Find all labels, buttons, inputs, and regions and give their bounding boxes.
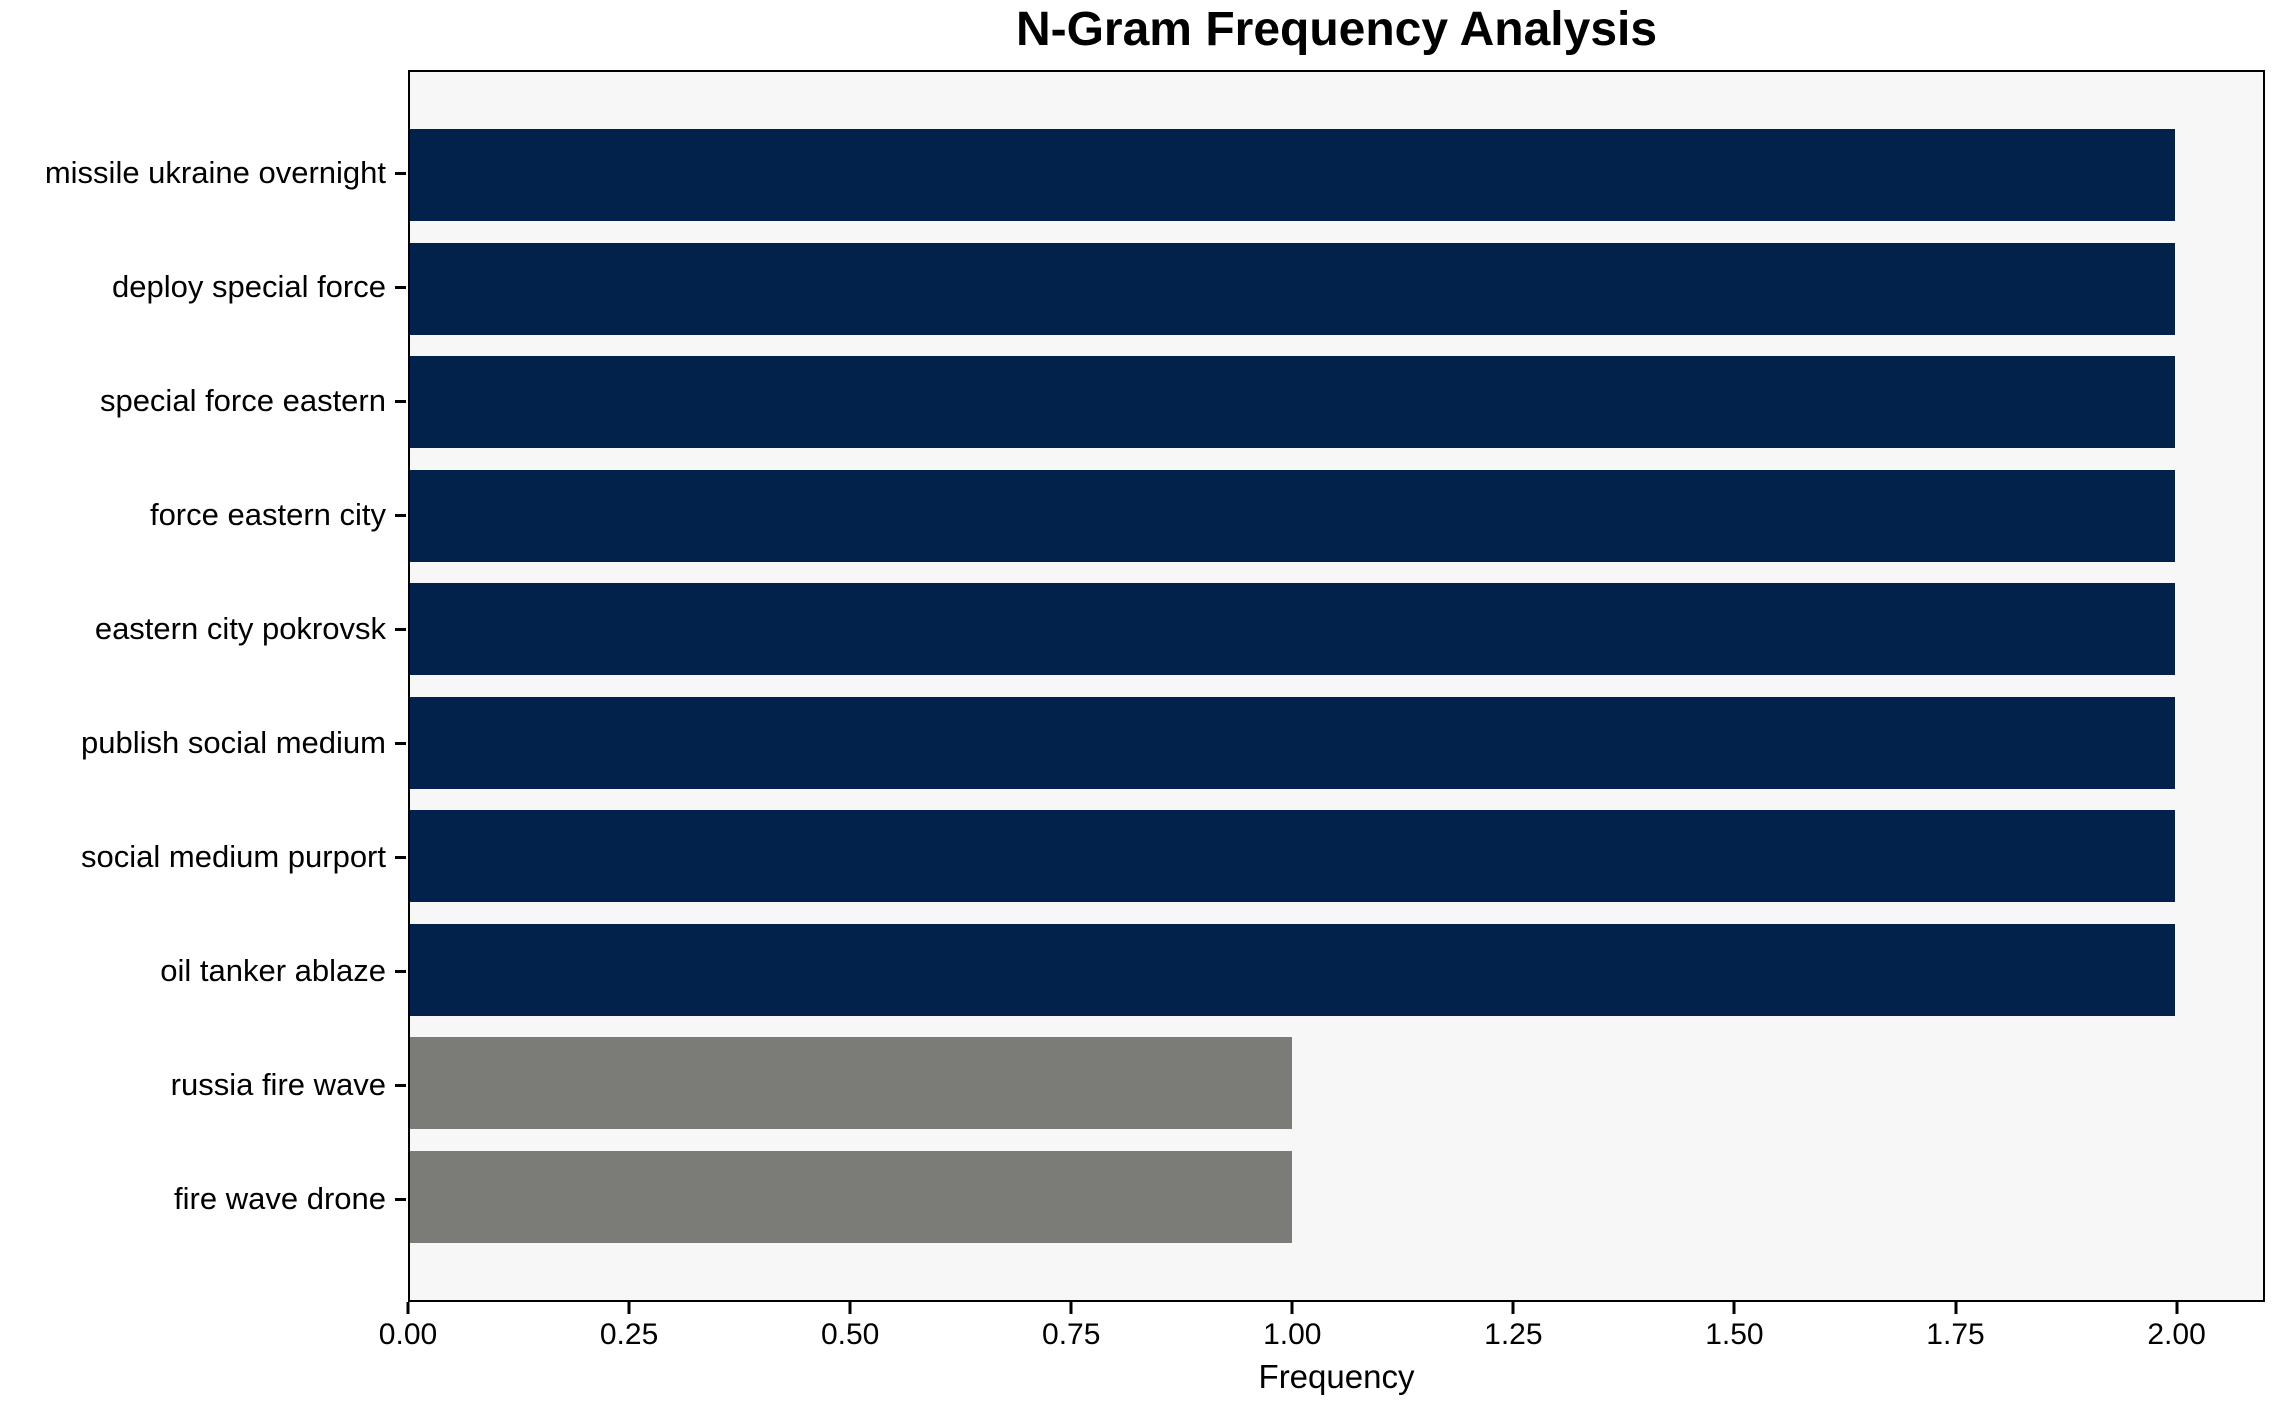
- x-tick-mark: [1069, 1302, 1073, 1314]
- bar: [410, 583, 2175, 676]
- y-tick-mark: [395, 627, 406, 631]
- bar-row: [410, 923, 2263, 1016]
- x-tick-label: 2.00: [2147, 1318, 2206, 1351]
- y-tick-label: missile ukraine overnight: [44, 155, 386, 190]
- y-tick-label: force eastern city: [149, 497, 386, 532]
- y-tick-label: special force eastern: [99, 383, 386, 418]
- y-label-row: missile ukraine overnight: [0, 127, 406, 219]
- bar-row: [410, 1037, 2263, 1130]
- bar: [410, 129, 2175, 221]
- y-label-row: social medium purport: [0, 811, 406, 903]
- x-tick-mark: [1511, 1302, 1515, 1314]
- x-tick-mark: [1732, 1302, 1736, 1314]
- bar-row: [410, 469, 2263, 562]
- y-label-row: russia fire wave: [0, 1039, 406, 1131]
- x-tick-label: 0.00: [378, 1318, 438, 1351]
- bar-row: [410, 1150, 2263, 1243]
- bar: [410, 810, 2175, 903]
- chart-title: N-Gram Frequency Analysis: [1015, 3, 1658, 56]
- x-tick-mark: [406, 1302, 410, 1314]
- x-tick-mark: [1290, 1302, 1294, 1314]
- y-label-row: eastern city pokrovsk: [0, 583, 406, 675]
- x-axis-title: Frequency: [1258, 1358, 1415, 1395]
- y-tick-label: social medium purport: [81, 839, 386, 874]
- x-tick-label: 1.50: [1705, 1318, 1764, 1351]
- bars: [410, 72, 2263, 1300]
- y-tick-mark: [395, 969, 406, 973]
- y-label-row: deploy special force: [0, 241, 406, 333]
- bar: [410, 242, 2175, 335]
- bar: [410, 1150, 1293, 1243]
- bar-row: [410, 810, 2263, 903]
- y-tick-label: fire wave drone: [174, 1181, 386, 1216]
- y-tick-label: deploy special force: [112, 269, 386, 304]
- bar-row: [410, 696, 2263, 789]
- y-label-row: special force eastern: [0, 355, 406, 447]
- y-tick-mark: [395, 1083, 406, 1087]
- y-tick-label: russia fire wave: [170, 1067, 386, 1102]
- bar: [410, 923, 2175, 1016]
- y-tick-mark: [395, 399, 406, 403]
- y-tick-mark: [395, 741, 406, 745]
- x-tick-label: 0.25: [599, 1318, 659, 1351]
- bar-row: [410, 129, 2263, 221]
- bar: [410, 356, 2175, 449]
- x-tick-label: 1.00: [1263, 1318, 1322, 1351]
- y-tick-mark: [395, 1197, 406, 1201]
- y-label-row: force eastern city: [0, 469, 406, 561]
- x-tick-mark: [848, 1302, 852, 1314]
- y-tick-mark: [395, 855, 406, 859]
- y-tick-mark: [395, 285, 406, 289]
- x-tick-label: 1.75: [1926, 1318, 1985, 1351]
- y-tick-label: eastern city pokrovsk: [94, 611, 386, 646]
- y-tick-mark: [395, 513, 406, 517]
- y-tick-mark: [395, 171, 406, 175]
- y-axis-labels: missile ukraine overnight deploy special …: [0, 70, 406, 1302]
- x-tick-label: 0.75: [1042, 1318, 1101, 1351]
- plot-area: [408, 70, 2265, 1302]
- y-label-row: oil tanker ablaze: [0, 925, 406, 1017]
- x-tick-mark: [2175, 1302, 2179, 1314]
- bar-row: [410, 356, 2263, 449]
- x-axis-ticks: 0.00 0.25 0.50 0.75 1.00 1.25 1.50 1.75 2.00: [379, 1302, 2265, 1372]
- y-tick-label: oil tanker ablaze: [160, 953, 386, 988]
- bar: [410, 696, 2175, 789]
- y-tick-label: publish social medium: [81, 725, 386, 760]
- bar: [410, 1037, 1293, 1130]
- x-tick-label: 1.25: [1484, 1318, 1543, 1351]
- x-tick-mark: [627, 1302, 631, 1314]
- bar: [410, 469, 2175, 562]
- y-label-row: fire wave drone: [0, 1153, 406, 1245]
- bar-row: [410, 583, 2263, 676]
- x-tick-mark: [1954, 1302, 1957, 1314]
- x-tick-label: 0.50: [820, 1318, 880, 1351]
- y-label-row: publish social medium: [0, 697, 406, 789]
- bar-row: [410, 242, 2263, 335]
